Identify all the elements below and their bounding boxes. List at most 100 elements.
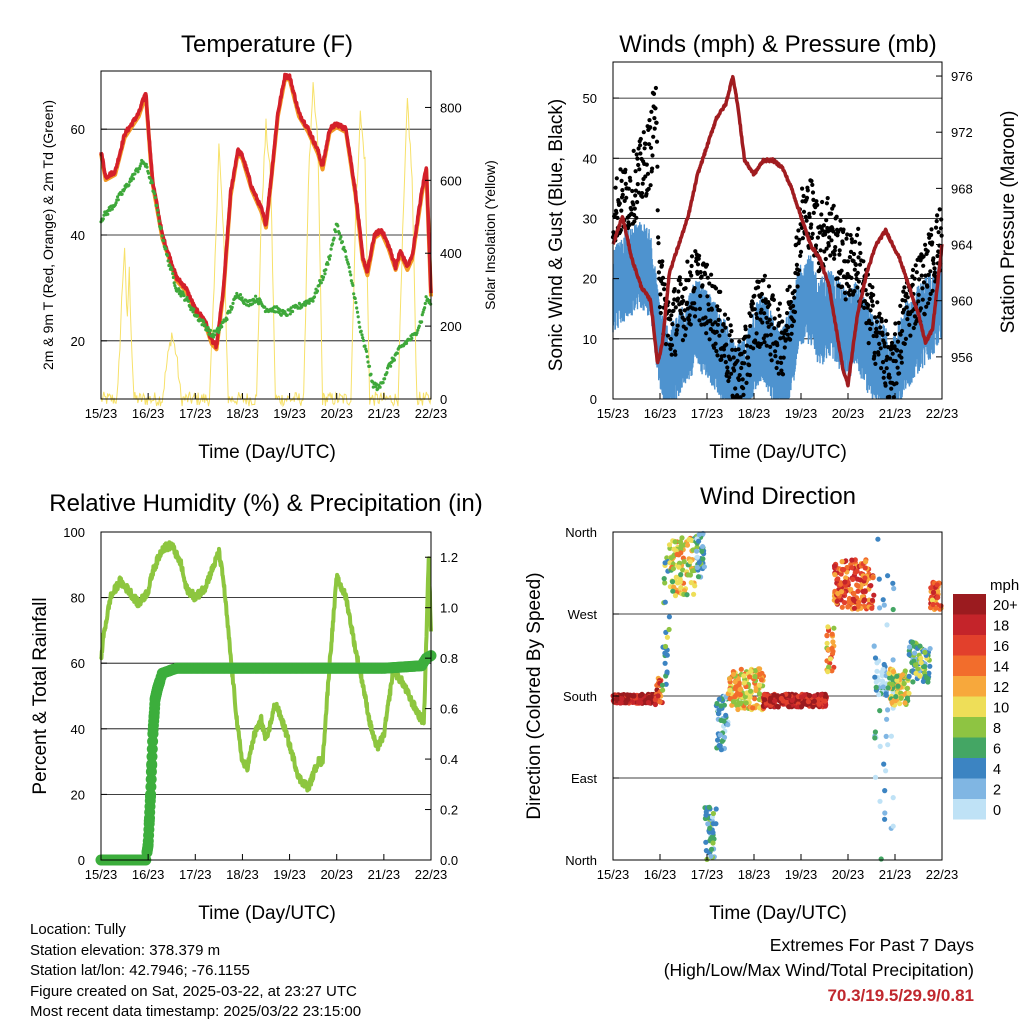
direction-point <box>910 679 916 685</box>
gust-point <box>832 256 837 261</box>
direction-point <box>678 572 684 578</box>
direction-point <box>917 643 923 649</box>
gust-point <box>619 178 624 183</box>
direction-title: Wind Direction <box>700 483 856 510</box>
temperature-ytick-label-right: 400 <box>440 246 462 261</box>
dewpoint-point <box>342 245 346 249</box>
humidity-ytick-label: 100 <box>63 525 85 540</box>
gust-point <box>728 323 733 328</box>
gust-point <box>805 188 810 193</box>
dewpoint-point <box>332 236 336 240</box>
gust-point <box>673 352 678 357</box>
gust-point <box>892 332 898 337</box>
dewpoint-point <box>155 203 159 208</box>
gust-point <box>889 340 895 345</box>
gust-point <box>814 199 819 204</box>
direction-point <box>666 542 673 548</box>
colorbar-unit: mph <box>990 577 1019 594</box>
gust-point <box>677 275 683 280</box>
winds-xtick-label: 16/23 <box>644 406 677 421</box>
dewpoint-point <box>228 310 232 314</box>
gust-point <box>810 190 816 195</box>
direction-point <box>716 696 722 702</box>
temperature-panel: Temperature (F) 204060020040060080015/23… <box>40 31 498 463</box>
gust-point <box>854 233 860 238</box>
direction-point <box>884 716 890 722</box>
gust-point <box>848 288 853 293</box>
direction-point <box>854 568 860 574</box>
gust-point <box>931 256 936 261</box>
gust-point <box>827 235 832 240</box>
gust-point <box>927 296 932 302</box>
gust-point <box>715 304 720 309</box>
dewpoint-point <box>242 301 246 306</box>
direction-point <box>748 688 754 694</box>
winds-plot-frame <box>612 61 943 400</box>
dewpoint-point <box>166 259 170 263</box>
humidity-xtick-label: 20/23 <box>320 867 353 882</box>
gust-point <box>837 252 842 257</box>
gust-point <box>725 365 730 370</box>
direction-point <box>901 681 907 687</box>
gust-point <box>614 176 619 181</box>
dewpoint-point <box>131 177 135 181</box>
gust-point <box>613 185 618 190</box>
direction-point <box>835 590 841 597</box>
dewpoint-point <box>206 326 210 330</box>
gust-point <box>898 349 904 354</box>
gust-point <box>887 375 892 380</box>
gust-point <box>703 272 708 277</box>
gust-point <box>839 268 844 273</box>
gust-point <box>736 377 742 382</box>
direction-point <box>883 691 889 697</box>
winds-panel: Winds (mph) & Pressure (mb) 0 10 20 30 40 50 9… <box>546 31 1019 463</box>
gust-point <box>784 328 789 333</box>
direction-point <box>645 700 652 706</box>
gust-point <box>652 126 657 131</box>
direction-point <box>810 704 816 710</box>
gust-point <box>726 316 731 321</box>
gust-point <box>689 263 694 269</box>
dewpoint-point <box>423 301 427 306</box>
dewpoint-point <box>319 281 323 285</box>
gust-point <box>807 211 812 216</box>
direction-point <box>897 701 903 707</box>
direction-point <box>885 707 891 713</box>
gust-point <box>777 301 783 306</box>
direction-point <box>669 579 676 585</box>
gust-point <box>870 299 875 304</box>
dewpoint-point <box>129 179 133 183</box>
gust-point <box>728 357 733 362</box>
direction-point <box>758 677 765 683</box>
gust-point <box>924 304 929 309</box>
gust-point <box>875 300 880 305</box>
gust-point <box>737 373 742 378</box>
direction-point <box>839 566 846 573</box>
dewpoint-point <box>120 192 124 196</box>
gust-point <box>665 333 671 338</box>
direction-point <box>678 585 684 591</box>
gust-point <box>716 317 721 322</box>
direction-point <box>838 581 844 587</box>
direction-point <box>678 543 684 549</box>
humidity-xtick-label: 18/23 <box>226 867 259 882</box>
direction-point <box>662 643 669 650</box>
direction-point <box>706 829 713 835</box>
gust-point <box>648 125 653 130</box>
dewpoint-point <box>358 325 362 329</box>
gust-point <box>637 167 642 172</box>
gust-point <box>618 167 623 172</box>
gust-point <box>748 323 753 329</box>
gust-point <box>844 236 849 241</box>
humidity-ytick-label-right: 0.6 <box>440 702 458 717</box>
gust-point <box>723 360 728 365</box>
gust-point <box>761 278 766 283</box>
dewpoint-point <box>170 268 174 272</box>
direction-point <box>708 836 714 842</box>
direction-point <box>743 700 749 706</box>
colorbar-label: 0 <box>993 803 1001 819</box>
extremes-box: Extremes For Past 7 Days (High/Low/Max W… <box>664 933 974 1008</box>
gust-point <box>628 178 633 183</box>
gust-point <box>655 164 660 169</box>
gust-point <box>921 280 927 285</box>
